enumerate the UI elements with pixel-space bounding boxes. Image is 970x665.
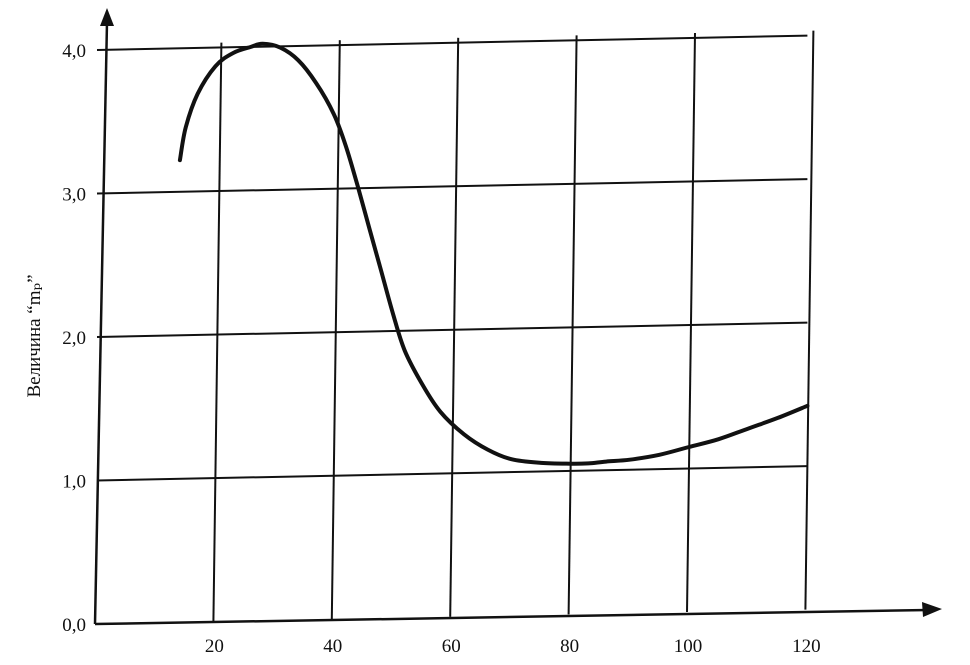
y-tick-label: 1,0 [62, 472, 86, 493]
y-tick-label: 4,0 [62, 41, 86, 62]
x-tick-label: 60 [442, 636, 461, 657]
grid [96, 30, 815, 622]
y-axis-title: Величина “mₚ” [24, 274, 45, 397]
series-line [177, 41, 810, 466]
grid-line-v [449, 37, 460, 617]
x-axis-line [94, 608, 929, 626]
tick-labels: 0,0 1,0 2,0 3,0 4,0 20 40 60 80 100 120 [62, 41, 820, 657]
x-tick-label: 20 [205, 636, 224, 657]
y-tick-label: 2,0 [62, 328, 86, 349]
y-tick-label: 3,0 [62, 185, 86, 206]
grid-line-v [212, 42, 223, 622]
x-tick-label: 40 [323, 636, 342, 657]
x-tick-label: 100 [674, 636, 703, 657]
grid-line-v [567, 35, 578, 615]
x-tick-label: 120 [792, 636, 821, 657]
y-axis-line [93, 21, 109, 625]
grid-line-h [96, 34, 808, 51]
y-tick-label: 0,0 [62, 615, 86, 636]
grid-line-h [96, 178, 808, 195]
grid-line-v [330, 40, 341, 620]
grid-line-v [686, 32, 696, 613]
x-axis-arrow [922, 602, 942, 617]
grid-line-h [96, 321, 808, 338]
x-tick-label: 80 [560, 636, 579, 657]
axes [93, 8, 942, 626]
y-axis-arrow [100, 8, 114, 26]
grid-line-v [804, 30, 815, 610]
